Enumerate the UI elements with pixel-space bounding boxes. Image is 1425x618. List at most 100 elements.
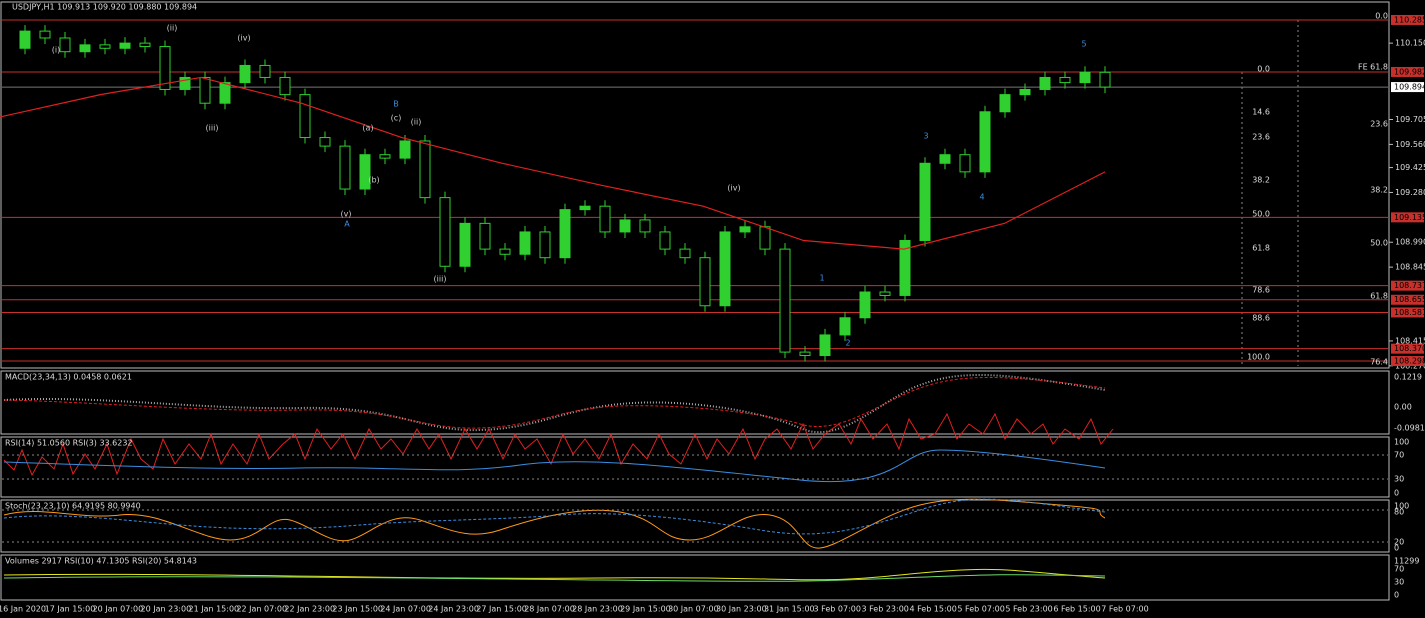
panel-title: RSI(14) 51.0560 RSI(3) 33.6232 [5,439,133,448]
panel-axis-label: 11299 [1394,557,1419,566]
y-tick-label: 108.845 [1395,263,1425,272]
candle [1099,71,1111,88]
candle [879,291,891,296]
panel-axis-label: 30 [1394,475,1404,484]
panel-title: Stoch(23,23,10) 64.9195 80.9940 [5,502,141,511]
level-box [1391,66,1424,77]
x-tick-label: 30 Jan 23:00 [716,605,767,614]
candle [319,137,331,147]
fib-label: 76.4 [1370,358,1388,367]
level-label: 108.581 [1394,308,1425,317]
wave-label: (i) [52,46,60,55]
stoch-signal [3,498,1106,535]
y-tick-label: 110.150 [1395,39,1425,48]
x-tick-label: 5 Feb 07:00 [957,605,1004,614]
candle [459,222,471,267]
x-tick-label: 23 Jan 15:00 [332,605,383,614]
wave-label: (b) [368,176,379,185]
fib-label: 78.6 [1252,286,1270,295]
panel-title: MACD(23,34,13) 0.0458 0.0621 [5,373,132,382]
fib-label: 100.0 [1247,353,1270,362]
candle [299,94,311,139]
y-tick-label: 109.705 [1395,115,1425,124]
x-tick-label: 20 Jan 07:00 [93,605,144,614]
candle [619,219,631,233]
x-tick-label: 22 Jan 23:00 [284,605,335,614]
stoch-main [3,498,1106,549]
x-tick-label: 24 Jan 07:00 [380,605,431,614]
level-label: 109.135 [1394,213,1425,222]
rsi-fast [3,412,1114,477]
x-tick-label: 22 Jan 07:00 [236,605,287,614]
candle [399,140,411,159]
panel-axis-label: 0 [1394,544,1399,553]
level-label: 108.737 [1394,281,1425,290]
y-tick-label: 108.990 [1395,238,1425,247]
candle [139,42,151,48]
fib-label: 38.2 [1370,186,1388,195]
candle [979,111,991,173]
wave-label: 5 [1081,40,1086,49]
candle [1039,76,1051,90]
candle [939,154,951,164]
vol-rsi-10 [3,568,1106,581]
candle [899,240,911,296]
level-label: 108.370 [1394,344,1425,353]
candle [1059,76,1071,84]
candle [559,209,571,259]
x-tick-label: 17 Jan 15:00 [45,605,96,614]
candle [719,231,731,307]
wave-label: (v) [341,210,352,219]
candle [359,154,371,190]
candle [839,317,851,336]
wave-label: (c) [391,114,402,123]
wave-label: A [344,220,350,229]
x-tick-label: 3 Feb 23:00 [862,605,909,614]
x-tick-label: 28 Jan 07:00 [524,605,575,614]
y-tick-label: 109.425 [1395,163,1425,172]
candle [859,291,871,319]
candle [59,37,71,53]
fib-label: 14.6 [1252,108,1270,117]
x-tick-label: 28 Jan 23:00 [572,605,623,614]
x-tick-label: 24 Jan 23:00 [428,605,479,614]
candle [1079,71,1091,84]
level-box [1391,343,1424,354]
candle [339,145,351,190]
x-tick-label: 20 Jan 23:00 [141,605,192,614]
wave-label: 1 [819,274,824,283]
y-tick-label: 109.560 [1395,140,1425,149]
panel-axis-label: 0 [1394,591,1399,600]
candle [159,46,171,90]
candle [379,154,391,159]
candle [439,197,451,267]
candle [659,231,671,250]
x-tick-label: 3 Feb 07:00 [814,605,861,614]
candle [419,140,431,199]
level-box [1391,14,1424,25]
ma200-line [0,76,1106,250]
wave-label: (iv) [727,184,740,193]
x-tick-label: 5 Feb 23:00 [1005,605,1052,614]
level-box [1391,212,1424,223]
volume-panel [0,554,1390,601]
panel-title: Volumes 2917 RSI(10) 47.1305 RSI(20) 54.… [5,557,197,566]
candle [179,76,191,90]
candle [819,334,831,357]
fib-label: 38.2 [1252,176,1270,185]
fib-label: 88.6 [1252,314,1270,323]
fib-label: 0.0 [1257,65,1270,74]
panel-axis-label: 0 [1394,489,1399,498]
fib-label: 23.6 [1252,133,1270,142]
fib-label: 61.8 [1252,244,1270,253]
current-label: 109.894 [1394,83,1425,92]
candle [799,351,811,357]
fib-label: 0.0 [1375,12,1388,21]
panel-axis-label: 0.00 [1394,403,1412,412]
current-box [1391,82,1424,93]
candle [279,76,291,96]
candle [999,94,1011,113]
candle [779,248,791,353]
